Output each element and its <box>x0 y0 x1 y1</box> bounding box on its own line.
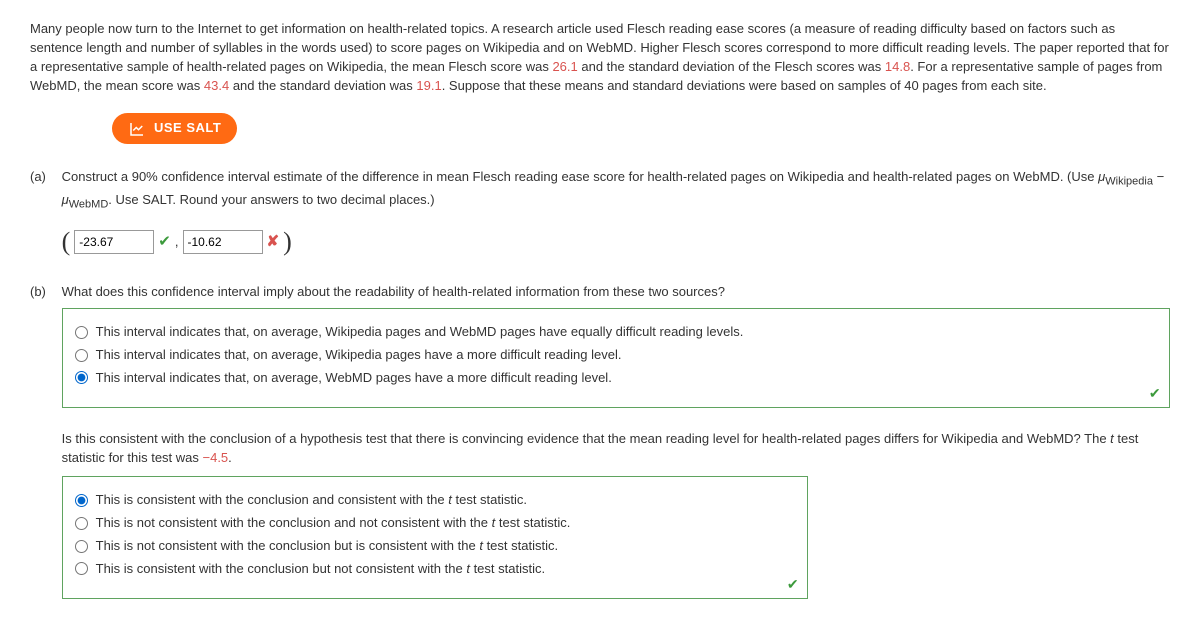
part-a-question-tail: . Use SALT. Round your answers to two de… <box>108 192 434 207</box>
ci-upper-input[interactable] <box>183 230 263 254</box>
right-paren: ) <box>283 223 292 261</box>
ci-lower-input[interactable] <box>74 230 154 254</box>
radio-option[interactable]: This interval indicates that, on average… <box>75 346 1157 365</box>
followup-question: Is this consistent with the conclusion o… <box>62 430 1170 468</box>
radio-label: This interval indicates that, on average… <box>96 323 744 342</box>
radio-label: This is not consistent with the conclusi… <box>96 514 571 533</box>
check-icon: ✔ <box>787 574 799 594</box>
ci-inputs-row: ( ✔ , ✘ ) <box>62 223 1170 261</box>
mu-symbol: μ <box>62 192 69 207</box>
radio-option[interactable]: This interval indicates that, on average… <box>75 323 1157 342</box>
value-wiki-sd: 14.8 <box>885 59 910 74</box>
radio-option[interactable]: This is not consistent with the conclusi… <box>75 537 795 556</box>
cross-icon: ✘ <box>267 231 280 253</box>
radio-option[interactable]: This is consistent with the conclusion b… <box>75 560 795 579</box>
radio-label: This interval indicates that, on average… <box>96 369 612 388</box>
followup-text: . <box>228 450 232 465</box>
radio-label: This is consistent with the conclusion a… <box>96 491 527 510</box>
radio-option[interactable]: This interval indicates that, on average… <box>75 369 1157 388</box>
mu-subscript: WebMD <box>69 198 109 210</box>
radio-input[interactable] <box>75 349 88 362</box>
value-wiki-mean: 26.1 <box>552 59 577 74</box>
radio-input[interactable] <box>75 562 88 575</box>
radio-option[interactable]: This is not consistent with the conclusi… <box>75 514 795 533</box>
radio-option[interactable]: This is consistent with the conclusion a… <box>75 491 795 510</box>
use-salt-button[interactable]: USE SALT <box>112 113 237 144</box>
intro-text: and the standard deviation was <box>229 78 416 93</box>
comma: , <box>175 233 179 252</box>
radio-input[interactable] <box>75 494 88 507</box>
minus-sign: − <box>1157 169 1165 184</box>
use-salt-label: USE SALT <box>154 119 221 138</box>
intro-text: . Suppose that these means and standard … <box>442 78 1047 93</box>
check-icon: ✔ <box>158 231 171 253</box>
part-b-label: (b) <box>30 283 58 302</box>
part-b-question: What does this confidence interval imply… <box>62 283 1170 302</box>
radio-label: This is consistent with the conclusion b… <box>96 560 545 579</box>
left-paren: ( <box>62 223 71 261</box>
radio-label: This is not consistent with the conclusi… <box>96 537 558 556</box>
value-webmd-mean: 43.4 <box>204 78 229 93</box>
chart-icon <box>128 120 146 138</box>
radio-input[interactable] <box>75 326 88 339</box>
part-a-label: (a) <box>30 168 58 187</box>
intro-paragraph: Many people now turn to the Internet to … <box>30 20 1170 95</box>
followup-radio-group: This is consistent with the conclusion a… <box>62 476 808 599</box>
intro-text: and the standard deviation of the Flesch… <box>578 59 885 74</box>
part-a-question: Construct a 90% confidence interval esti… <box>62 169 1099 184</box>
part-b-radio-group: This interval indicates that, on average… <box>62 308 1170 409</box>
part-b: (b) What does this confidence interval i… <box>30 283 1170 599</box>
radio-input[interactable] <box>75 517 88 530</box>
mu-subscript: Wikipedia <box>1105 176 1153 188</box>
value-webmd-sd: 19.1 <box>416 78 441 93</box>
radio-input[interactable] <box>75 371 88 384</box>
check-icon: ✔ <box>1149 383 1161 403</box>
radio-input[interactable] <box>75 540 88 553</box>
t-statistic-value: −4.5 <box>203 450 229 465</box>
part-a: (a) Construct a 90% confidence interval … <box>30 168 1170 261</box>
radio-label: This interval indicates that, on average… <box>96 346 622 365</box>
followup-text: Is this consistent with the conclusion o… <box>62 431 1111 446</box>
